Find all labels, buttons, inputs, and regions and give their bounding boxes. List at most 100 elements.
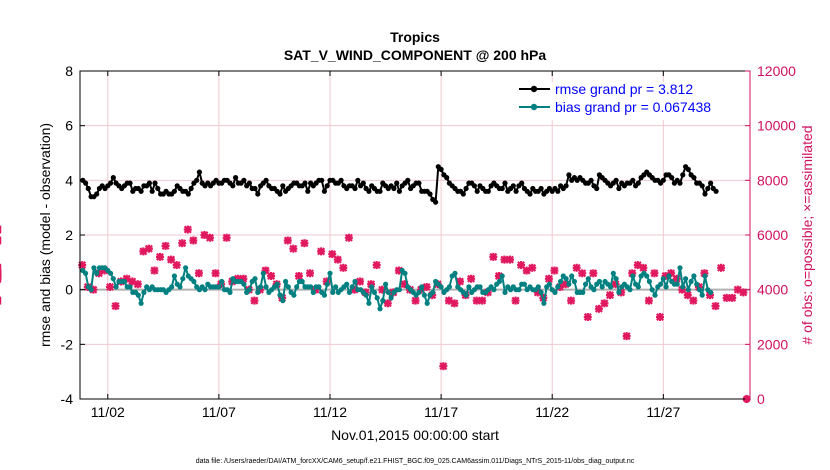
bias-point <box>402 270 408 276</box>
rmse-point <box>280 183 286 189</box>
bias-point <box>680 284 686 290</box>
obs-assimilated-marker <box>106 282 114 291</box>
bias-point <box>330 289 336 295</box>
obs-assimilated-marker <box>267 272 276 280</box>
bias-point <box>227 289 233 295</box>
bias-point <box>491 287 497 293</box>
bias-point <box>141 289 147 295</box>
obs-assimilated-marker <box>339 263 348 272</box>
bias-point <box>666 273 672 279</box>
bias-point <box>285 284 291 290</box>
bias-point <box>88 287 94 293</box>
bias-point <box>369 284 375 290</box>
bias-point <box>702 273 708 279</box>
rmse-point <box>613 177 619 183</box>
bias-point <box>94 270 100 276</box>
bias-point <box>516 287 522 293</box>
bias-point <box>552 289 558 295</box>
rmse-point <box>699 183 705 189</box>
bias-point <box>121 278 127 285</box>
rmse-point <box>138 188 144 194</box>
rmse-point <box>319 177 325 183</box>
obs-assimilated-marker <box>711 302 720 311</box>
bias-point <box>291 292 297 298</box>
bias-point <box>496 278 502 285</box>
bias-point <box>649 287 655 293</box>
obs-assimilated-marker <box>372 261 381 270</box>
rmse-point <box>85 185 91 192</box>
bias-point <box>613 276 619 282</box>
rmse-point <box>680 172 686 178</box>
rmse-point <box>94 191 100 197</box>
rmse-point <box>702 191 708 197</box>
y-tick-label: 2 <box>65 227 73 243</box>
obs-assimilated-marker <box>294 272 303 280</box>
bias-point <box>346 289 352 295</box>
bias-point <box>541 300 547 306</box>
bias-point <box>108 270 114 276</box>
obs-assimilated-marker <box>578 269 587 278</box>
rmse-point <box>152 180 158 186</box>
bias-point <box>316 284 322 290</box>
bias-point <box>216 284 222 290</box>
x-tick-label: 11/17 <box>424 404 458 420</box>
rmse-point <box>669 175 675 181</box>
obs-assimilated-marker <box>639 263 648 272</box>
bias-point <box>499 273 505 279</box>
obs-assimilated-marker <box>306 269 314 278</box>
bias-point <box>380 298 386 304</box>
bias-point <box>310 289 316 295</box>
rmse-point <box>108 180 114 186</box>
bias-point <box>708 289 714 295</box>
obs-assimilated-marker <box>467 274 476 283</box>
bias-point <box>630 273 636 279</box>
bias-point <box>183 265 189 271</box>
bias-point <box>283 278 289 285</box>
bias-point <box>274 281 280 287</box>
bias-point <box>388 295 394 301</box>
bias-point <box>580 289 586 295</box>
legend-box <box>545 82 743 120</box>
rmse-point <box>438 166 444 172</box>
bias-point <box>171 273 177 279</box>
rmse-point <box>171 188 177 194</box>
obs-assimilated-marker <box>344 233 353 242</box>
rmse-point <box>127 180 133 186</box>
bias-point <box>696 287 703 293</box>
rmse-point <box>416 180 422 186</box>
bias-point <box>177 284 183 290</box>
rmse-point <box>713 188 719 194</box>
obs-assimilated-marker <box>78 261 87 270</box>
rmse-point <box>499 185 505 192</box>
bias-point <box>169 284 175 290</box>
rmse-point <box>277 191 283 197</box>
rmse-point <box>444 175 450 181</box>
rmse-point <box>463 185 469 192</box>
bias-point <box>321 292 327 298</box>
bias-point <box>138 300 144 306</box>
bias-point <box>385 289 391 295</box>
bias-point <box>538 289 544 295</box>
rmse-point <box>685 166 691 172</box>
rmse-point <box>677 180 683 186</box>
y-axis-right-ticks: 0 2000 4000 6000 8000 10000 12000 <box>745 63 796 407</box>
bias-point <box>202 287 208 293</box>
legend: rmse grand pr = 3.812 bias grand pr = 0.… <box>519 81 743 120</box>
bias-point <box>452 270 458 276</box>
bias-point <box>333 284 339 290</box>
bias-point <box>424 300 430 306</box>
obs-assimilated-marker <box>222 233 231 242</box>
bias-point <box>658 281 664 287</box>
bias-point <box>110 276 116 282</box>
x-axis-label: Nov.01,2015 00:00:00 start <box>331 427 499 443</box>
y-axis-label: rmse and bias (model - observation) <box>37 123 53 347</box>
bias-point <box>299 278 305 285</box>
obs-assimilated-marker <box>300 239 309 248</box>
bias-point <box>546 281 553 287</box>
rmse-point <box>263 177 269 183</box>
bias-point <box>566 281 572 287</box>
bias-point <box>591 287 597 293</box>
obs-assimilated-marker <box>156 252 164 261</box>
y-axis-ticks: -4 -2 0 2 4 6 8 <box>61 63 85 407</box>
obs-assimilated-marker <box>689 296 698 305</box>
